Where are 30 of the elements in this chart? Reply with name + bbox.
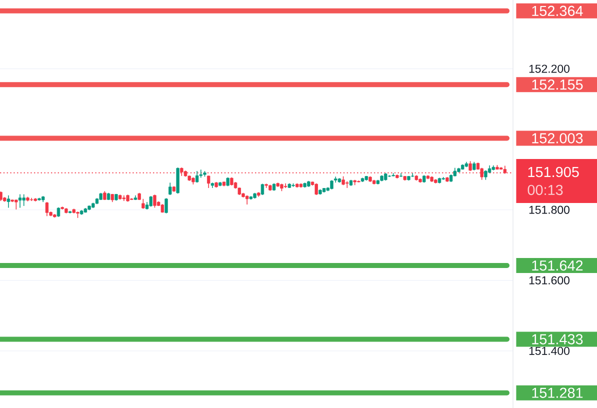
candlestick: [22, 194, 26, 206]
ref-line-label: 151.433: [532, 334, 583, 344]
candlestick: [6, 194, 10, 208]
ref-line-label: 152.155: [532, 80, 583, 90]
ref-line-label: 151.905: [528, 166, 579, 178]
candlestick: [284, 182, 288, 188]
ref-line-label: 152.003: [532, 133, 583, 144]
ref-line-label: 152.364: [532, 6, 583, 16]
candlestick: [0, 191, 2, 202]
candlestick: [330, 180, 334, 190]
y-tick-label: 152.200: [529, 64, 570, 73]
candlestick: [260, 183, 264, 196]
candlestick: [164, 198, 168, 214]
candlestick: [399, 172, 403, 178]
y-tick-label: 151.800: [529, 206, 570, 214]
candlestick: [142, 198, 145, 210]
ref-line-label: 151.281: [532, 388, 583, 398]
candlestick: [410, 172, 414, 178]
candlestick: [168, 182, 172, 196]
y-tick-label: 151.600: [529, 276, 570, 284]
candlestick: [346, 180, 349, 188]
candlestick: [14, 199, 18, 210]
y-tick-label: 151.400: [529, 346, 570, 355]
candlestick: [199, 169, 202, 178]
candlestick: [45, 202, 49, 217]
candlestick: [207, 175, 210, 188]
candlestick: [18, 194, 22, 208]
candlestick: [153, 194, 156, 208]
text: 00:13: [528, 184, 563, 196]
ref-line-label: 151.642: [532, 260, 583, 271]
